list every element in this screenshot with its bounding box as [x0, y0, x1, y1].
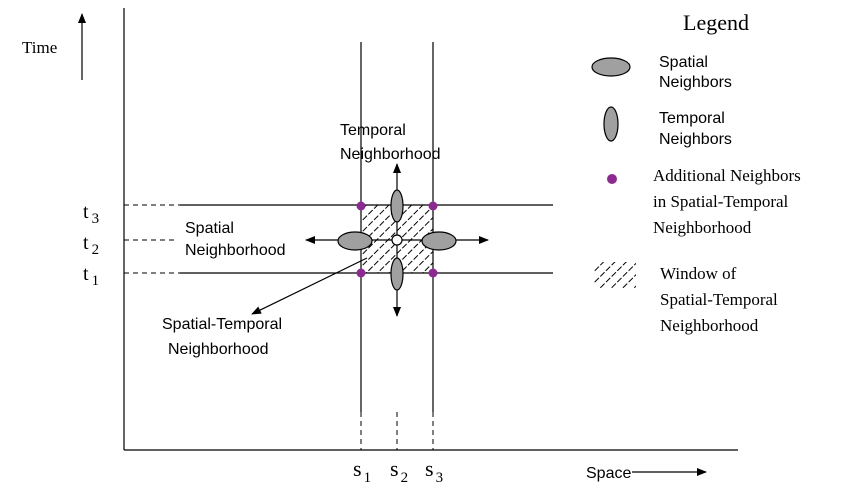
spatial-temporal-neighborhood-label-1: Spatial-Temporal — [162, 316, 282, 333]
legend-item-label: in Spatial-Temporal — [653, 192, 789, 211]
legend: Legend Spatial Neighbors Temporal Neighb… — [591, 10, 801, 335]
spatial-neighbor-left — [337, 231, 373, 251]
spatial-neighborhood-label-1: Spatial — [185, 220, 234, 237]
legend-additional-neighbor-symbol — [607, 174, 617, 184]
spatial-temporal-neighborhood-label-2: Neighborhood — [168, 341, 269, 358]
time-axis-label: Time — [22, 38, 57, 57]
legend-item-label: Additional Neighbors — [653, 166, 801, 185]
legend-title: Legend — [683, 10, 749, 35]
legend-window-symbol — [594, 262, 636, 288]
temporal-neighbor-top — [390, 189, 404, 223]
legend-item-label: Neighbors — [659, 74, 732, 91]
center-point — [391, 234, 403, 246]
additional-neighbor-dot — [428, 268, 438, 278]
additional-neighbor-dot — [356, 201, 366, 211]
additional-neighbor-dot — [356, 268, 366, 278]
space-axis-label: Space — [586, 465, 631, 482]
legend-item-label: Neighborhood — [660, 316, 759, 335]
temporal-neighborhood-label-2: Neighborhood — [340, 146, 441, 163]
temporal-neighborhood-label-1: Temporal — [340, 122, 406, 139]
additional-neighbor-dot — [428, 201, 438, 211]
legend-item-label: Window of — [660, 264, 737, 283]
legend-item-label: Neighborhood — [653, 218, 752, 237]
legend-item-label: Spatial — [659, 54, 708, 71]
legend-item-label: Temporal — [659, 110, 725, 127]
spatial-temporal-arrow — [251, 257, 368, 315]
temporal-neighbor-bottom — [390, 257, 404, 291]
legend-item-label: Neighbors — [659, 131, 732, 148]
legend-spatial-neighbor-symbol — [591, 57, 631, 77]
spatial-neighbor-right — [421, 231, 457, 251]
spatial-neighborhood-label-2: Neighborhood — [185, 242, 286, 259]
legend-temporal-neighbor-symbol — [603, 106, 619, 142]
legend-item-label: Spatial-Temporal — [660, 290, 778, 309]
